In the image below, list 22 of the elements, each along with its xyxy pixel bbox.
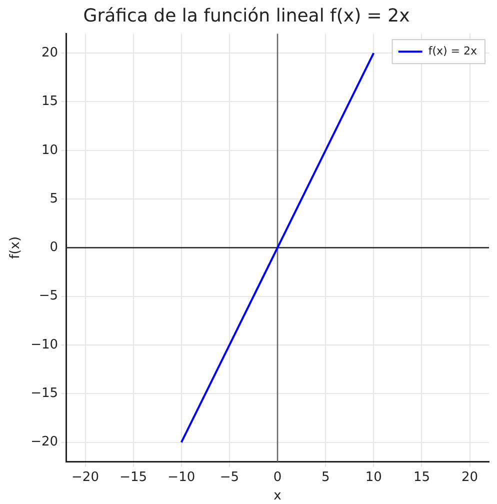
x-axis-title: x xyxy=(274,488,282,504)
x-tick-label: −15 xyxy=(120,470,148,485)
y-tick-label: −15 xyxy=(30,386,58,402)
x-tick-label: −20 xyxy=(72,470,99,485)
y-tick-label: −20 xyxy=(30,434,58,450)
y-tick-label: 5 xyxy=(50,191,58,206)
x-tick-label: 5 xyxy=(321,470,330,485)
x-tick-label: 10 xyxy=(365,470,382,485)
y-tick-label: −5 xyxy=(38,288,58,304)
legend-label: f(x) = 2x xyxy=(428,44,478,58)
x-tick-label: 0 xyxy=(273,470,282,485)
y-tick-label: 10 xyxy=(41,142,58,158)
x-tick-label: 15 xyxy=(413,470,430,485)
y-tick-label: 15 xyxy=(41,94,58,110)
chart-title: Gráfica de la función lineal f(x) = 2x xyxy=(83,5,410,26)
y-tick-label: 0 xyxy=(50,240,58,256)
x-tick-label: −10 xyxy=(168,470,196,485)
y-tick-label: 20 xyxy=(41,45,58,60)
y-tick-label: −10 xyxy=(30,337,58,352)
x-tick-label: 20 xyxy=(462,470,478,485)
y-axis-title: f(x) xyxy=(8,236,24,259)
x-tick-label: −5 xyxy=(220,470,240,485)
